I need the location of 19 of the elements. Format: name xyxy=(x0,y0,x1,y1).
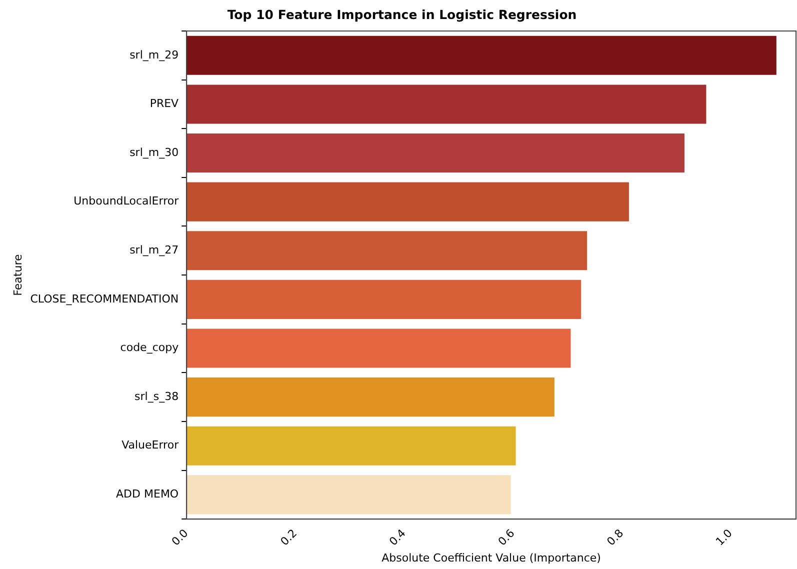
y-tick-label: srl_s_38 xyxy=(134,390,179,403)
chart-title: Top 10 Feature Importance in Logistic Regression xyxy=(227,6,577,22)
y-tick-label: code_copy xyxy=(120,341,180,354)
x-tick-label: 0.4 xyxy=(386,526,408,548)
y-axis-title: Feature xyxy=(11,254,24,296)
y-tick-label: srl_m_27 xyxy=(130,244,179,257)
x-axis-title: Absolute Coefficient Value (Importance) xyxy=(382,551,601,564)
x-tick-label: 0.2 xyxy=(278,526,300,548)
y-tick-label: PREV xyxy=(150,97,180,110)
x-tick-label: 1.0 xyxy=(713,526,735,548)
x-tick-label: 0.8 xyxy=(604,526,626,548)
x-tick-label: 0.6 xyxy=(496,526,518,548)
y-tick-label: ADD MEMO xyxy=(116,488,179,501)
y-tick-label: CLOSE_RECOMMENDATION xyxy=(30,292,179,306)
y-tick-label: ValueError xyxy=(122,438,180,452)
y-tick-label: srl_m_30 xyxy=(130,146,179,159)
x-tick-label: 0.0 xyxy=(169,526,191,548)
y-tick-label: UnboundLocalError xyxy=(74,194,180,208)
y-tick-label: srl_m_29 xyxy=(130,48,179,62)
